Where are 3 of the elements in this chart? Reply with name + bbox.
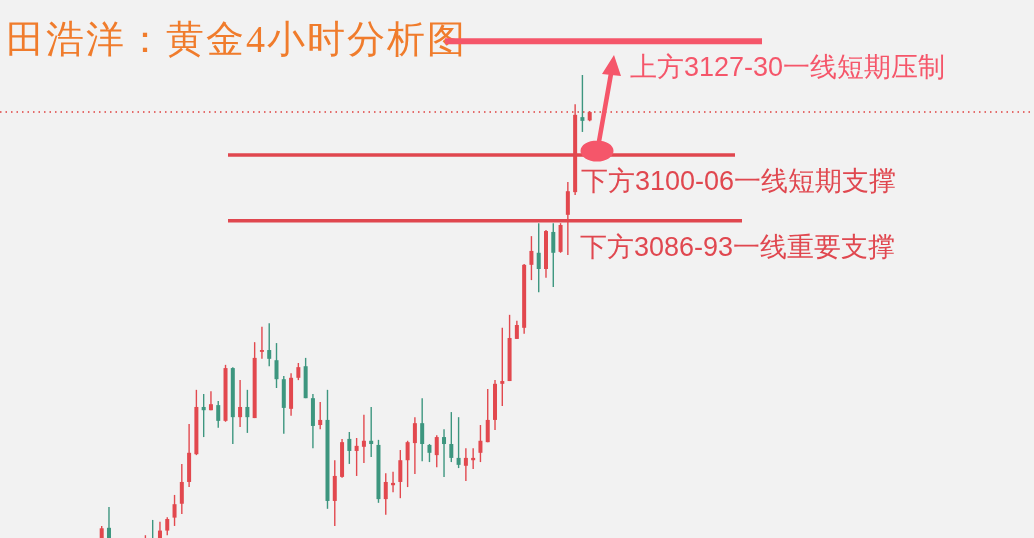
ref-line-label: 下方3086-93一线重要支撑 [580,231,896,262]
ref-line-label: 下方3100-06一线短期支撑 [581,166,897,197]
ref-line-label: 上方3127-30一线短期压制 [630,52,946,83]
